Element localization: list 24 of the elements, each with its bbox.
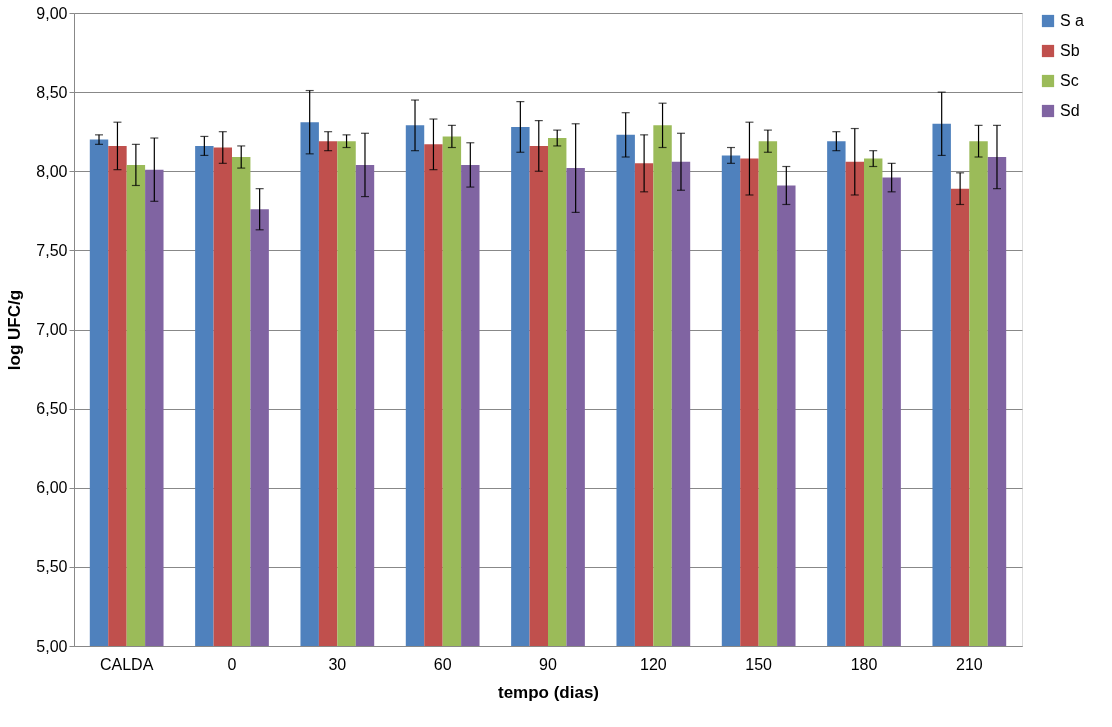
legend-label: S a	[1060, 12, 1085, 29]
y-tick-label: 6,00	[36, 479, 68, 497]
x-tick-label: 0	[227, 655, 237, 673]
x-axis-title: tempo (dias)	[497, 682, 600, 702]
x-tick-label: 30	[328, 655, 347, 673]
y-tick-label: 7,00	[36, 321, 68, 338]
x-tick-label: 150	[745, 655, 773, 673]
y-tick-label: 5,50	[36, 558, 68, 576]
y-tick-label: 8,50	[36, 83, 68, 101]
x-tick-label: 120	[639, 655, 667, 673]
y-axis-title: log UFC/g	[5, 289, 25, 371]
x-tick-label: 90	[539, 655, 557, 673]
x-tick-label: 180	[850, 655, 878, 673]
y-tick-label: 6,50	[36, 400, 68, 418]
y-tick-label: 5,00	[36, 637, 68, 655]
x-tick-label: CALDA	[99, 655, 154, 673]
legend-label: Sc	[1060, 72, 1079, 89]
legend-label: Sb	[1060, 42, 1080, 59]
x-tick-label: 210	[955, 655, 983, 673]
legend-label: Sd	[1060, 102, 1080, 119]
y-tick-label: 7,50	[36, 241, 68, 259]
y-tick-label: 9,00	[36, 4, 68, 22]
y-tick-label: 8,00	[36, 162, 68, 180]
x-tick-label: 60	[433, 655, 452, 673]
